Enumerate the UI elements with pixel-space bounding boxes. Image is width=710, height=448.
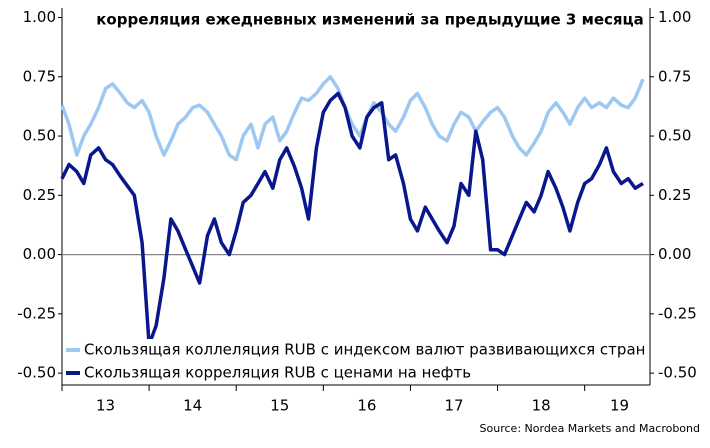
y2-tick-label: -0.50 [658, 364, 697, 382]
y2-tick-label: 0.75 [658, 67, 691, 85]
x-tick-label: 15 [270, 397, 289, 415]
x-tick-label: 13 [96, 397, 115, 415]
x-tick-label: 18 [532, 397, 551, 415]
x-tick-label: 14 [183, 397, 202, 415]
y-tick-label: -0.25 [17, 304, 56, 322]
legend-label: Скользящая коллеляция RUB с индексом вал… [84, 341, 645, 359]
y-tick-label: -0.50 [17, 364, 56, 382]
y-tick-label: 0.25 [23, 186, 56, 204]
series-line [60, 91, 644, 347]
series-line [60, 75, 645, 162]
x-tick-label: 17 [444, 397, 463, 415]
y2-tick-label: 0.00 [658, 245, 691, 263]
y-tick-label: 0.50 [23, 127, 56, 145]
x-tick-label: 16 [357, 397, 376, 415]
legend-bg [63, 339, 623, 361]
x-tick-label: 19 [610, 397, 629, 415]
legend-bg [63, 362, 623, 384]
y2-tick-label: 0.25 [658, 186, 691, 204]
y-tick-label: 0.75 [23, 67, 56, 85]
y2-tick-label: -0.25 [658, 304, 697, 322]
y-tick-label: 1.00 [23, 8, 56, 26]
source: Source: Nordea Markets and Macrobond [480, 422, 700, 435]
legend-label: Скользящая корреляция RUB с ценами на не… [84, 364, 471, 382]
chart-title: корреляция ежедневных изменений за преды… [96, 11, 644, 29]
y2-tick-label: 1.00 [658, 8, 691, 26]
y-tick-label: 0.00 [23, 245, 56, 263]
y2-tick-label: 0.50 [658, 127, 691, 145]
